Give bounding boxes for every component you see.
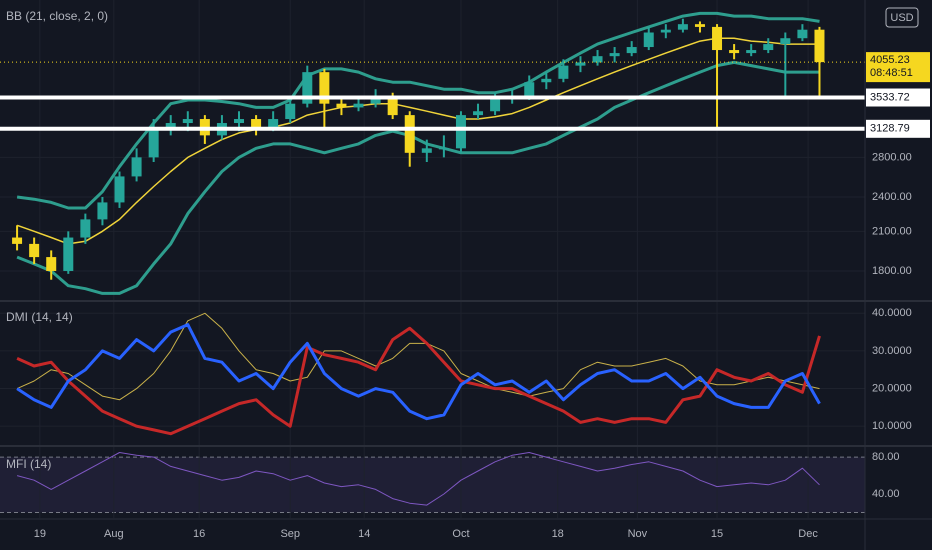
candle-body bbox=[746, 50, 757, 54]
x-tick-label: 19 bbox=[34, 528, 46, 540]
level-label-box bbox=[866, 88, 930, 107]
level-label: 3533.72 bbox=[870, 91, 910, 103]
y-tick-label: 40.0000 bbox=[872, 307, 912, 319]
candle-body bbox=[524, 82, 535, 97]
x-tick-label: 15 bbox=[711, 528, 723, 540]
labels: BB (21, close, 2, 0) DMI (14, 14) MFI (1… bbox=[6, 7, 930, 540]
x-tick-label: Aug bbox=[104, 528, 124, 540]
candle-body bbox=[29, 243, 40, 258]
indicator-line bbox=[16, 326, 821, 436]
candle-body bbox=[12, 237, 23, 244]
y-tick-label: 2400.00 bbox=[872, 191, 912, 203]
candle-body bbox=[285, 103, 296, 120]
candle-body bbox=[694, 24, 705, 27]
candle-body bbox=[46, 257, 57, 271]
candle-body bbox=[370, 96, 381, 104]
candle-body bbox=[336, 103, 347, 108]
candle-body bbox=[455, 115, 466, 149]
x-tick-label: Dec bbox=[798, 528, 818, 540]
y-tick-label: 40.00 bbox=[872, 488, 900, 500]
currency-badge[interactable] bbox=[885, 7, 919, 28]
bollinger-line bbox=[16, 11, 820, 210]
plot-area bbox=[0, 11, 865, 506]
y-tick-label: 2800.00 bbox=[872, 151, 912, 163]
candle-body bbox=[660, 29, 671, 33]
candle-body bbox=[404, 115, 415, 153]
candle-body bbox=[814, 29, 825, 63]
band-fill bbox=[0, 457, 865, 513]
indicator-line bbox=[16, 452, 820, 506]
candle-body bbox=[148, 127, 159, 158]
last-price-box bbox=[866, 52, 930, 83]
y-tick-label: 30.0000 bbox=[872, 345, 912, 357]
pane-title: DMI (14, 14) bbox=[6, 310, 73, 324]
candle-body bbox=[63, 237, 74, 271]
candle-body bbox=[251, 119, 262, 128]
candle-body bbox=[592, 56, 603, 63]
y-tick-label: 10.0000 bbox=[872, 420, 912, 432]
candle-body bbox=[80, 219, 91, 238]
y-tick-label: 80.00 bbox=[872, 451, 900, 463]
pane-title: MFI (14) bbox=[6, 457, 51, 471]
x-tick-label: Oct bbox=[452, 528, 469, 540]
candle-body bbox=[473, 111, 484, 116]
x-tick-label: 18 bbox=[552, 528, 564, 540]
indicator-line bbox=[16, 312, 820, 401]
candle-body bbox=[763, 44, 774, 51]
y-tick-label: 20.0000 bbox=[872, 382, 912, 394]
candle-body bbox=[643, 32, 654, 48]
candle-body bbox=[677, 24, 688, 30]
candle-body bbox=[387, 96, 398, 116]
candle-body bbox=[97, 202, 108, 220]
y-tick-label: 2100.00 bbox=[872, 225, 912, 237]
candle-body bbox=[558, 65, 569, 79]
x-tick-label: 16 bbox=[193, 528, 205, 540]
candle-body bbox=[114, 176, 125, 203]
level-label: 3128.79 bbox=[870, 123, 910, 135]
candle-body bbox=[302, 72, 313, 104]
level-label-box bbox=[866, 119, 930, 138]
candle-body bbox=[797, 29, 808, 39]
candle-body bbox=[609, 53, 620, 57]
candle-body bbox=[729, 50, 740, 54]
candle-body bbox=[234, 119, 245, 124]
pane-title: BB (21, close, 2, 0) bbox=[6, 9, 108, 23]
last-price-label: 4055.23 bbox=[870, 54, 910, 66]
x-tick-label: 14 bbox=[358, 528, 370, 540]
candle-body bbox=[541, 78, 552, 83]
x-tick-label: Nov bbox=[628, 528, 648, 540]
candle-body bbox=[780, 38, 791, 45]
candle-body bbox=[353, 103, 364, 108]
bollinger-line bbox=[16, 60, 820, 295]
y-tick-label: 1800.00 bbox=[872, 265, 912, 277]
candle-body bbox=[131, 157, 142, 177]
candle-body bbox=[438, 148, 449, 150]
indicator-line bbox=[16, 323, 821, 421]
bollinger-line bbox=[16, 37, 820, 245]
candle-body bbox=[626, 47, 637, 54]
candle-body bbox=[182, 119, 193, 124]
candle-body bbox=[575, 62, 586, 66]
currency[interactable]: USD bbox=[890, 12, 913, 24]
candle-body bbox=[712, 26, 723, 51]
candle-body bbox=[490, 96, 501, 112]
countdown-label: 08:48:51 bbox=[870, 67, 913, 79]
candle-body bbox=[319, 72, 330, 104]
candle-body bbox=[268, 119, 279, 128]
grid bbox=[0, 0, 865, 518]
candle-body bbox=[421, 148, 432, 153]
x-tick-label: Sep bbox=[280, 528, 300, 540]
candle-body bbox=[165, 123, 176, 128]
